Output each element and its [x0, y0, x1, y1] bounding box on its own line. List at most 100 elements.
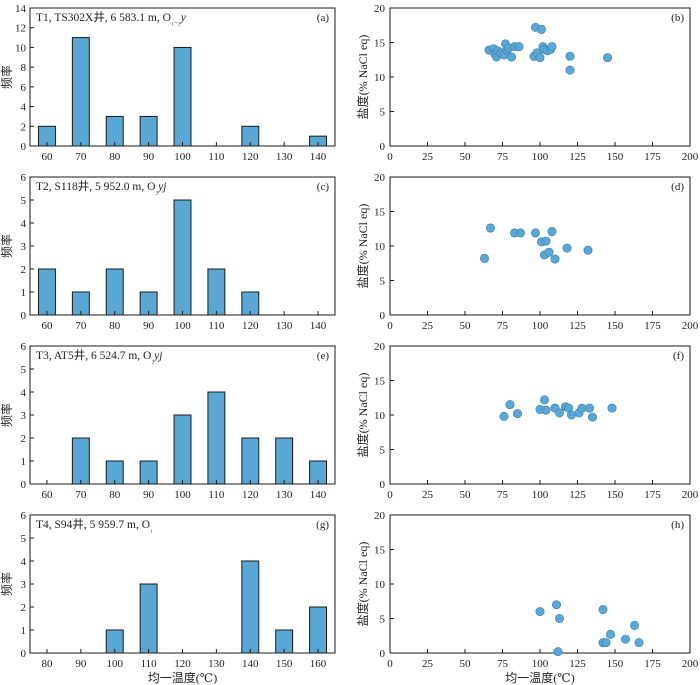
- histogram-panel-g: 80 90 100 110 120 130 140 150 160 0 1 2 3 4 5 6 T4, S94井…: [0, 510, 336, 685]
- y-tick-label: 6: [21, 341, 27, 353]
- y-tick-label: 5: [21, 364, 27, 376]
- y-tick-label: 6: [21, 510, 27, 522]
- x-tick-label: 175: [644, 320, 661, 332]
- bar-g-140: [241, 560, 260, 654]
- x-tick-label: 140: [310, 151, 327, 163]
- x-tick-label: 125: [569, 151, 586, 163]
- bar-g-110: [139, 583, 158, 654]
- y-tick-label: 1: [21, 287, 27, 299]
- y-tick-label: 20: [374, 172, 386, 184]
- x-tick-label: 50: [460, 658, 472, 670]
- y-tick-label: 1: [21, 625, 27, 637]
- panel-title-e: T3, AT5井, 6 524.7 m, O₂yj: [36, 348, 162, 364]
- panel-label-g: (g): [316, 519, 329, 531]
- data-point-d-3: [515, 228, 525, 238]
- y-tick-label: 5: [380, 445, 386, 457]
- x-tick-label: 130: [276, 151, 293, 163]
- y-tick-label: 2: [21, 121, 27, 133]
- panel-label-c: (c): [317, 181, 330, 193]
- plot-frame-h: [389, 514, 691, 654]
- y-tick-label: 20: [374, 510, 386, 522]
- y-tick-label: 10: [15, 42, 27, 54]
- y-axis-label-b: 盐度(% NaCl eq): [355, 35, 370, 120]
- data-point-f-15: [607, 403, 617, 413]
- x-axis-label-h: 均一温度(℃): [505, 670, 574, 685]
- bar-c-110: [207, 268, 226, 316]
- y-tick-label: 2: [21, 602, 27, 614]
- data-point-d-0: [479, 253, 489, 263]
- x-tick-label: 130: [276, 320, 293, 332]
- x-tick-label: 0: [387, 320, 393, 332]
- y-tick-label: 5: [21, 533, 27, 545]
- y-tick-label: 10: [374, 410, 386, 422]
- panel-label-h: (h): [671, 519, 684, 531]
- x-tick-label: 80: [109, 489, 121, 501]
- y-tick-label: 3: [21, 410, 27, 422]
- y-tick-label: 20: [374, 341, 386, 353]
- panel-label-a: (a): [317, 12, 330, 24]
- y-axis-label-a: 频率: [0, 65, 14, 89]
- panel-label-e: (e): [317, 350, 330, 362]
- y-tick-label: 4: [21, 556, 27, 568]
- y-tick-label: 3: [21, 579, 27, 591]
- y-tick-label: 15: [374, 545, 386, 557]
- scatter-panel-f: 0 25 50 75 100 125 150 175 200 0 5 10 15 20 (f) 盐度(% Na…: [355, 341, 699, 501]
- x-tick-label: 200: [682, 151, 699, 163]
- bar-e-120: [241, 437, 260, 485]
- data-point-b-24: [565, 51, 575, 61]
- data-point-h-3: [553, 647, 563, 657]
- x-tick-label: 120: [242, 320, 259, 332]
- y-axis-label-d: 盐度(% NaCl eq): [355, 204, 370, 289]
- x-tick-label: 100: [532, 320, 549, 332]
- data-point-d-1: [485, 223, 495, 233]
- y-tick-label: 2: [21, 433, 27, 445]
- x-tick-label: 60: [41, 489, 53, 501]
- x-tick-label: 120: [242, 489, 259, 501]
- x-tick-label: 100: [532, 151, 549, 163]
- x-tick-label: 150: [607, 489, 624, 501]
- x-tick-label: 75: [497, 320, 509, 332]
- x-tick-label: 0: [387, 658, 393, 670]
- x-tick-label: 70: [75, 320, 87, 332]
- histogram-panel-e: 60 70 80 90 100 110 120 130 140 0 1 2 3 4 5 6 T3, AT5井, …: [0, 341, 336, 501]
- x-tick-label: 200: [682, 320, 699, 332]
- data-point-d-12: [583, 245, 593, 255]
- data-point-f-14: [587, 412, 597, 422]
- y-tick-label: 0: [21, 310, 27, 322]
- x-tick-label: 100: [532, 658, 549, 670]
- bar-a-90: [139, 115, 158, 147]
- y-tick-label: 4: [21, 387, 27, 399]
- scatter-panel-b: 0 25 50 75 100 125 150 175 200 0 5 10 15 20 (b) 盐度(% Na…: [355, 3, 699, 163]
- data-point-b-25: [602, 53, 612, 63]
- data-point-b-17: [536, 24, 546, 34]
- x-tick-label: 175: [644, 489, 661, 501]
- bar-c-60: [37, 268, 56, 316]
- x-tick-label: 50: [460, 489, 472, 501]
- x-tick-label: 125: [569, 320, 586, 332]
- data-point-b-16: [535, 53, 545, 63]
- data-point-h-9: [629, 620, 639, 630]
- y-tick-label: 0: [380, 310, 386, 322]
- data-point-b-22: [547, 42, 557, 52]
- y-axis-label-g: 频率: [0, 572, 14, 596]
- x-tick-label: 130: [208, 658, 225, 670]
- x-tick-label: 200: [682, 489, 699, 501]
- data-point-f-10: [566, 410, 576, 420]
- y-tick-label: 6: [21, 82, 27, 94]
- x-tick-label: 200: [682, 658, 699, 670]
- bar-c-100: [173, 199, 192, 316]
- panel-title-c: T2, S118井, 5 952.0 m, O₂yj: [36, 179, 166, 195]
- y-tick-label: 5: [21, 195, 27, 207]
- y-tick-label: 10: [374, 72, 386, 84]
- panel-title-a: T1, TS302X井, 6 583.1 m, O₁₋₂y: [36, 10, 187, 26]
- x-tick-label: 125: [569, 489, 586, 501]
- data-point-h-1: [551, 600, 561, 610]
- y-tick-label: 0: [21, 141, 27, 153]
- bar-a-70: [71, 37, 90, 147]
- x-tick-label: 25: [422, 320, 434, 332]
- y-tick-label: 4: [21, 218, 27, 230]
- x-tick-label: 150: [607, 320, 624, 332]
- data-point-d-7: [541, 236, 551, 246]
- x-tick-label: 100: [174, 489, 191, 501]
- scatter-panel-h: 0 25 50 75 100 125 150 175 200 0 5 10 15 20 (h) 盐度(% Na…: [355, 510, 699, 685]
